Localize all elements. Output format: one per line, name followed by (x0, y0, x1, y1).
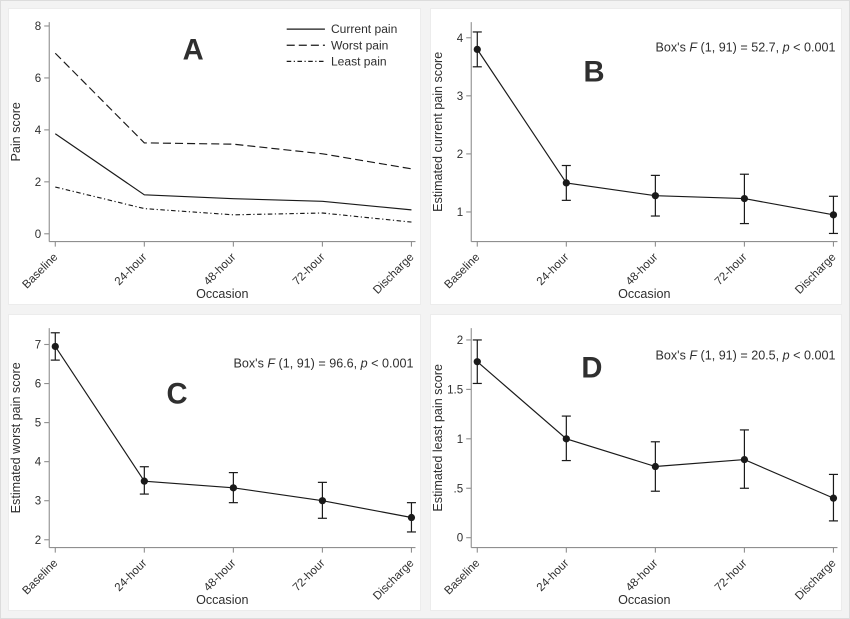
panel-b: 1 2 3 4 Estimated current pain score Baseline… (429, 8, 842, 305)
stat-annotation: Box's F (1, 91) = 96.6, p < 0.001 (234, 356, 414, 370)
series-least-pain (55, 186, 412, 223)
y-axis: 2 3 4 5 6 7 Estimated worst pain score (9, 328, 50, 548)
y-tick-label: 6 (35, 73, 41, 85)
legend-label: Current pain (331, 22, 397, 36)
x-axis: Baseline 24-hour 48-hour 72-hour Discharge Oc… (442, 547, 838, 607)
y-tick-label: 3 (456, 91, 462, 103)
data-point-marker (229, 484, 237, 492)
y-tick-label: .5 (453, 483, 463, 495)
y-axis: 0 .5 1 1.5 2 Estimated least pain score (431, 328, 472, 548)
y-axis-title: Estimated worst pain score (9, 362, 23, 513)
data-point-marker (140, 477, 148, 485)
y-axis-title: Estimated current pain score (431, 52, 445, 212)
data-point-marker (829, 494, 837, 502)
chart-d-svg: 0 .5 1 1.5 2 Estimated least pain score Baseli… (431, 328, 838, 607)
y-tick-label: 4 (35, 125, 42, 137)
data-point-marker (562, 435, 570, 443)
legend-label: Least pain (331, 54, 387, 68)
legend: Current pain Worst pain Least pain (286, 22, 397, 68)
y-tick-label: 2 (456, 149, 462, 161)
panel-letter: B (583, 56, 604, 88)
data-point-marker (562, 179, 570, 187)
data-point-marker (651, 462, 659, 471)
x-tick-label: 48-hour (202, 557, 239, 594)
x-axis: Baseline 24-hour 48-hour 72-hour Discharge Oc… (21, 241, 417, 301)
data-point-marker (51, 342, 59, 351)
x-tick-label: Discharge (793, 557, 838, 602)
y-axis: 1 2 3 4 Estimated current pain score (431, 22, 472, 242)
y-tick-label: 8 (35, 21, 41, 33)
x-tick-label: 24-hour (113, 557, 150, 594)
y-tick-label: 2 (35, 535, 41, 547)
panel-a: 0 2 4 6 8 Pain score Baseline 24-hour 48-hour 72-… (8, 8, 421, 305)
data-point-marker (740, 194, 748, 203)
x-tick-label: Baseline (21, 557, 61, 597)
y-tick-label: 2 (35, 177, 41, 189)
data-point-marker (318, 497, 327, 505)
panel-c: 2 3 4 5 6 7 Estimated worst pain score Baseline… (8, 314, 421, 611)
x-tick-label: Baseline (442, 251, 482, 291)
x-tick-label: 48-hour (623, 557, 660, 594)
x-tick-label: 24-hour (113, 251, 150, 288)
chart-b-svg: 1 2 3 4 Estimated current pain score Baseline… (431, 22, 838, 301)
y-tick-label: 1 (456, 207, 462, 219)
stat-annotation: Box's F (1, 91) = 20.5, p < 0.001 (655, 348, 835, 362)
y-axis-title: Pain score (9, 102, 23, 161)
series-worst-pain (54, 52, 412, 170)
x-tick-label: 72-hour (291, 251, 328, 288)
stat-annotation: Box's F (1, 91) = 52.7, p < 0.001 (655, 40, 835, 54)
chart-c-svg: 2 3 4 5 6 7 Estimated worst pain score Baseline… (9, 328, 417, 607)
y-tick-label: 4 (456, 33, 463, 45)
data-point-marker (651, 192, 659, 200)
y-tick-label: 6 (35, 379, 41, 391)
x-axis: Baseline 24-hour 48-hour 72-hour Discharge Oc… (21, 547, 417, 607)
y-tick-label: 1.5 (447, 384, 463, 396)
x-tick-label: 24-hour (534, 251, 571, 288)
y-tick-label: 0 (456, 533, 462, 545)
x-axis-title: Occasion (196, 593, 248, 607)
x-tick-label: Baseline (442, 557, 482, 597)
panel-d: 0 .5 1 1.5 2 Estimated least pain score Baseli… (429, 314, 842, 611)
y-tick-label: 2 (456, 335, 462, 347)
x-tick-label: 48-hour (202, 251, 239, 288)
data-point-marker (473, 358, 481, 366)
x-tick-label: Discharge (371, 557, 416, 602)
chart-a-svg: 0 2 4 6 8 Pain score Baseline 24-hour 48-hour 72-… (9, 21, 417, 301)
y-tick-label: 4 (35, 457, 42, 469)
y-axis-title: Estimated least pain score (431, 364, 445, 512)
x-axis-title: Occasion (618, 593, 670, 607)
data-point-marker (829, 211, 837, 219)
x-axis: Baseline 24-hour 48-hour 72-hour Discharge Oc… (442, 241, 838, 301)
data-point-marker (407, 513, 416, 522)
panel-letter: D (581, 352, 602, 384)
y-axis: 0 2 4 6 8 Pain score (9, 21, 50, 242)
x-axis-title: Occasion (618, 287, 670, 301)
x-tick-label: Baseline (21, 251, 61, 291)
x-tick-label: 48-hour (623, 251, 660, 288)
data-point-marker (473, 45, 481, 54)
x-tick-label: Discharge (371, 251, 416, 296)
y-tick-label: 7 (35, 340, 41, 352)
legend-label: Worst pain (331, 38, 388, 52)
error-bars (472, 31, 838, 235)
x-tick-label: Discharge (793, 251, 838, 296)
x-tick-label: 72-hour (712, 251, 749, 288)
y-tick-label: 1 (456, 434, 462, 446)
series-estimated-current-pain-score (472, 31, 838, 235)
panel-letter: A (183, 34, 204, 66)
panel-letter: C (166, 379, 187, 411)
series-current-pain (54, 133, 412, 211)
data-point-marker (740, 455, 748, 464)
x-tick-label: 72-hour (291, 557, 328, 594)
y-tick-label: 3 (35, 496, 41, 508)
error-bars (472, 339, 838, 522)
x-tick-label: 72-hour (712, 557, 749, 594)
y-tick-label: 0 (35, 229, 41, 241)
x-tick-label: 24-hour (534, 557, 571, 594)
series-estimated-least-pain-score (472, 339, 838, 522)
y-tick-label: 5 (35, 418, 41, 430)
x-axis-title: Occasion (196, 287, 248, 301)
series-estimated-worst-pain-score (50, 332, 416, 533)
